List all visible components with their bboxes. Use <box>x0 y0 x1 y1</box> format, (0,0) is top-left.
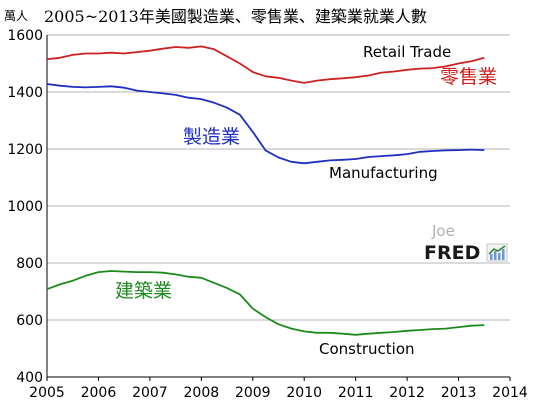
y-tick-1200: 1200 <box>7 142 43 158</box>
x-tick-2014: 2014 <box>492 385 528 401</box>
x-tick-2008: 2008 <box>184 385 220 401</box>
axes <box>46 35 511 381</box>
series-label-retail-trade: Retail Trade <box>363 43 451 61</box>
y-tick-1000: 1000 <box>7 199 43 215</box>
logo-joe-text: Joe <box>431 222 455 240</box>
series-lines <box>46 45 485 336</box>
logo-chart-icon <box>486 243 508 262</box>
series-line-retail-trade <box>46 45 485 84</box>
x-tick-2012: 2012 <box>389 385 425 401</box>
gridlines <box>47 34 510 321</box>
series-label-manufacturing-zh: 製造業 <box>183 126 240 148</box>
fred-logo: Joe FRED <box>424 222 508 264</box>
y-tick-400: 400 <box>16 370 43 386</box>
series-label-construction-zh: 建築業 <box>115 280 172 302</box>
x-tick-2013: 2013 <box>441 385 477 401</box>
series-label-manufacturing: Manufacturing <box>329 164 438 182</box>
x-tick-2010: 2010 <box>286 385 322 401</box>
logo-fred-text: FRED <box>424 242 480 264</box>
y-tick-600: 600 <box>16 313 43 329</box>
y-tick-1400: 1400 <box>7 85 43 101</box>
series-label-construction: Construction <box>319 340 415 358</box>
series-line-manufacturing <box>46 83 485 165</box>
x-tick-2009: 2009 <box>235 385 271 401</box>
y-tick-labels: 400 600 800 1000 1200 1400 1600 <box>7 28 43 386</box>
x-tick-2011: 2011 <box>338 385 374 401</box>
series-line-construction <box>46 270 485 336</box>
x-tick-2005: 2005 <box>29 385 65 401</box>
x-tick-2007: 2007 <box>132 385 168 401</box>
x-tick-2006: 2006 <box>81 385 117 401</box>
y-tick-800: 800 <box>16 256 43 272</box>
unit-label: 萬人 <box>4 9 28 23</box>
y-tick-1600: 1600 <box>7 28 43 44</box>
chart-title: 2005~2013年美國製造業、零售業、建築業就業人數 <box>44 7 427 26</box>
series-label-retail-trade-zh: 零售業 <box>440 66 497 88</box>
x-tick-labels: 2005 2006 2007 2008 2009 2010 2011 2012 2013 2014 <box>29 385 528 401</box>
